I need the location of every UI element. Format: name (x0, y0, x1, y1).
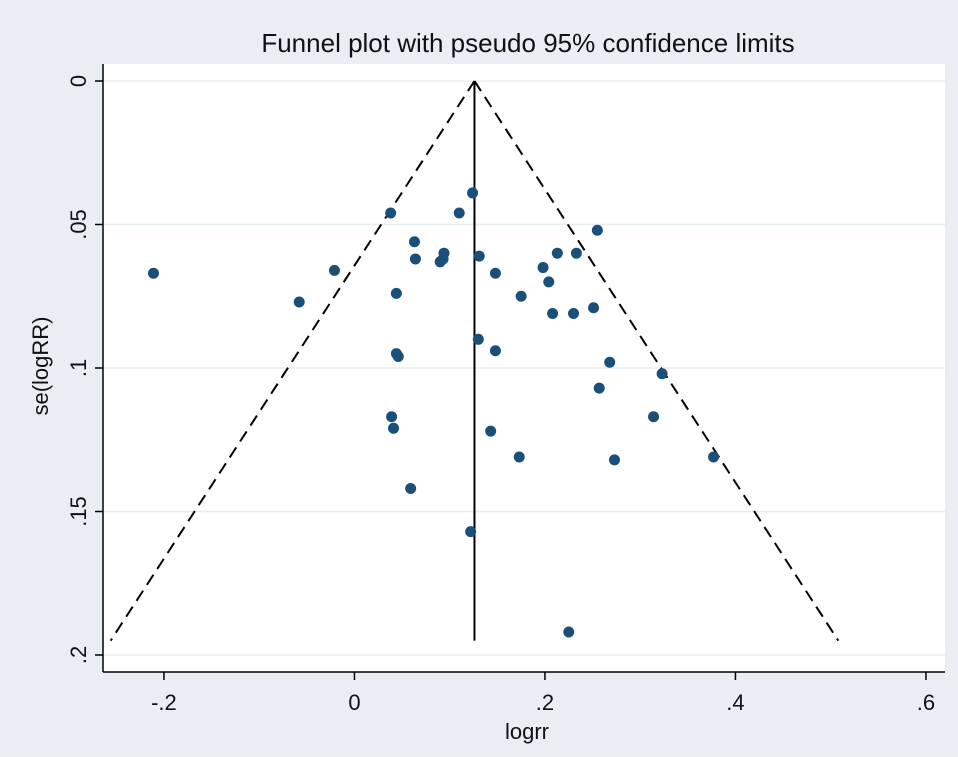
y-tick-label-1: .05 (66, 209, 91, 240)
study-point-17 (473, 250, 485, 262)
study-point-2 (328, 264, 340, 276)
study-point-1 (293, 296, 305, 308)
study-point-33 (591, 224, 603, 236)
right-confidence-limit (473, 80, 840, 642)
study-point-10 (408, 236, 420, 248)
study-point-38 (656, 368, 668, 380)
study-point-24 (513, 451, 525, 463)
y-tick-label-0: 0 (66, 75, 91, 87)
x-tick-label-4: .6 (917, 690, 935, 715)
y-tick-label-4: .2 (66, 646, 91, 664)
gridlines (103, 80, 945, 656)
study-point-19 (465, 526, 477, 538)
study-point-8 (388, 422, 400, 434)
study-point-4 (390, 287, 402, 299)
y-tick-label-3: .15 (66, 496, 91, 527)
study-point-3 (385, 207, 397, 219)
study-point-16 (467, 187, 479, 199)
y-tick-label-2: .1 (66, 359, 91, 377)
study-point-36 (608, 454, 620, 466)
study-point-7 (386, 411, 398, 423)
study-points (147, 187, 720, 638)
y-axis-label: se(logRR) (28, 316, 53, 415)
study-point-26 (543, 276, 555, 288)
study-point-34 (593, 382, 605, 394)
study-point-11 (409, 253, 421, 265)
study-point-35 (604, 356, 616, 368)
study-point-39 (708, 451, 720, 463)
study-point-18 (472, 333, 484, 345)
study-point-15 (453, 207, 465, 219)
study-point-30 (570, 247, 582, 259)
study-point-14 (438, 247, 450, 259)
axes: -.2 0 .2 .4 .6 0 .05 .1 .15 .2 (66, 64, 945, 715)
study-point-28 (551, 247, 563, 259)
left-confidence-limit (109, 80, 476, 642)
x-tick-label-0: -.2 (151, 690, 177, 715)
study-point-27 (547, 307, 559, 319)
x-tick-label-1: 0 (348, 690, 360, 715)
study-point-21 (489, 345, 501, 357)
study-point-20 (489, 267, 501, 279)
study-point-32 (588, 302, 600, 314)
x-tick-label-2: .2 (536, 690, 554, 715)
x-axis-label: logrr (505, 719, 549, 744)
x-tick-label-3: .4 (726, 690, 744, 715)
study-point-6 (392, 351, 404, 363)
funnel-limits (109, 80, 840, 642)
study-point-22 (485, 425, 497, 437)
study-point-29 (568, 307, 580, 319)
study-point-0 (147, 267, 159, 279)
study-point-31 (563, 626, 575, 638)
study-point-23 (515, 290, 527, 302)
chart-title: Funnel plot with pseudo 95% confidence l… (261, 28, 794, 58)
study-point-9 (405, 483, 417, 495)
study-point-25 (537, 262, 549, 274)
study-point-37 (648, 411, 660, 423)
